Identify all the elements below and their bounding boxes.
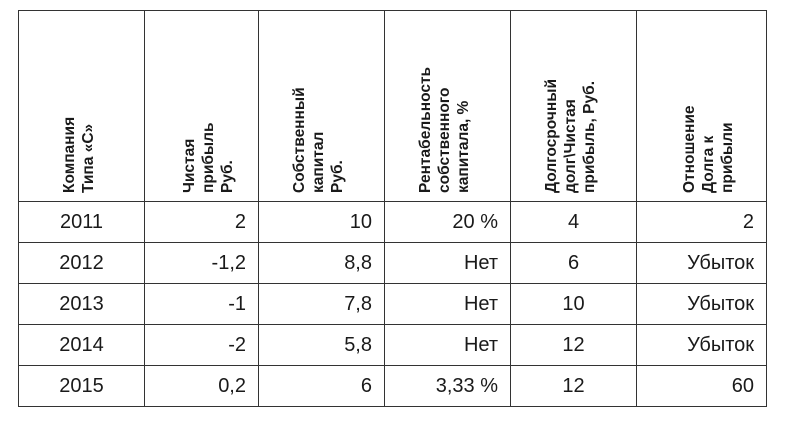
cell-roe: Нет bbox=[384, 283, 511, 325]
cell-debt-to-profit: Убыток bbox=[636, 324, 767, 366]
header-net-profit-label: Чистая прибыль Руб. bbox=[180, 122, 236, 193]
cell-debt-to-profit: 2 bbox=[636, 201, 767, 243]
cell-year: 2014 bbox=[18, 324, 145, 366]
header-equity: Собственный капитал Руб. bbox=[258, 10, 385, 202]
cell-equity: 6 bbox=[258, 365, 385, 407]
header-debt-ratio-label: Долгосрочный долг\Чистая прибыль, Руб. bbox=[542, 79, 598, 193]
cell-roe: 20 % bbox=[384, 201, 511, 243]
cell-debt-ratio: 12 bbox=[510, 324, 637, 366]
header-company: Компания Типа «С» bbox=[18, 10, 145, 202]
cell-equity: 8,8 bbox=[258, 242, 385, 284]
cell-roe: Нет bbox=[384, 324, 511, 366]
cell-net-profit: -2 bbox=[144, 324, 259, 366]
header-debt-ratio: Долгосрочный долг\Чистая прибыль, Руб. bbox=[510, 10, 637, 202]
header-roe-label: Рентабельность собственного капитала, % bbox=[416, 66, 472, 193]
cell-year: 2011 bbox=[18, 201, 145, 243]
cell-net-profit: -1,2 bbox=[144, 242, 259, 284]
financial-table: Компания Типа «С» Чистая прибыль Руб. Со… bbox=[18, 10, 767, 407]
table-row: 2014 -2 5,8 Нет 12 Убыток bbox=[18, 324, 767, 366]
cell-year: 2012 bbox=[18, 242, 145, 284]
header-row: Компания Типа «С» Чистая прибыль Руб. Со… bbox=[18, 10, 767, 202]
cell-equity: 7,8 bbox=[258, 283, 385, 325]
cell-net-profit: -1 bbox=[144, 283, 259, 325]
header-equity-label: Собственный капитал Руб. bbox=[290, 87, 346, 193]
header-roe: Рентабельность собственного капитала, % bbox=[384, 10, 511, 202]
cell-debt-ratio: 10 bbox=[510, 283, 637, 325]
table-row: 2013 -1 7,8 Нет 10 Убыток bbox=[18, 283, 767, 325]
cell-year: 2015 bbox=[18, 365, 145, 407]
cell-equity: 5,8 bbox=[258, 324, 385, 366]
table-row: 2011 2 10 20 % 4 2 bbox=[18, 201, 767, 243]
cell-net-profit: 2 bbox=[144, 201, 259, 243]
header-net-profit: Чистая прибыль Руб. bbox=[144, 10, 259, 202]
cell-debt-ratio: 4 bbox=[510, 201, 637, 243]
header-debt-to-profit-label: Отношение Долга к прибыли bbox=[680, 105, 736, 193]
cell-debt-to-profit: Убыток bbox=[636, 283, 767, 325]
cell-debt-ratio: 6 bbox=[510, 242, 637, 284]
cell-debt-ratio: 12 bbox=[510, 365, 637, 407]
cell-net-profit: 0,2 bbox=[144, 365, 259, 407]
cell-debt-to-profit: Убыток bbox=[636, 242, 767, 284]
cell-roe: Нет bbox=[384, 242, 511, 284]
table-row: 2012 -1,2 8,8 Нет 6 Убыток bbox=[18, 242, 767, 284]
cell-roe: 3,33 % bbox=[384, 365, 511, 407]
cell-equity: 10 bbox=[258, 201, 385, 243]
table-row: 2015 0,2 6 3,33 % 12 60 bbox=[18, 365, 767, 407]
header-debt-to-profit: Отношение Долга к прибыли bbox=[636, 10, 767, 202]
cell-debt-to-profit: 60 bbox=[636, 365, 767, 407]
cell-year: 2013 bbox=[18, 283, 145, 325]
header-company-label: Компания Типа «С» bbox=[60, 116, 97, 193]
